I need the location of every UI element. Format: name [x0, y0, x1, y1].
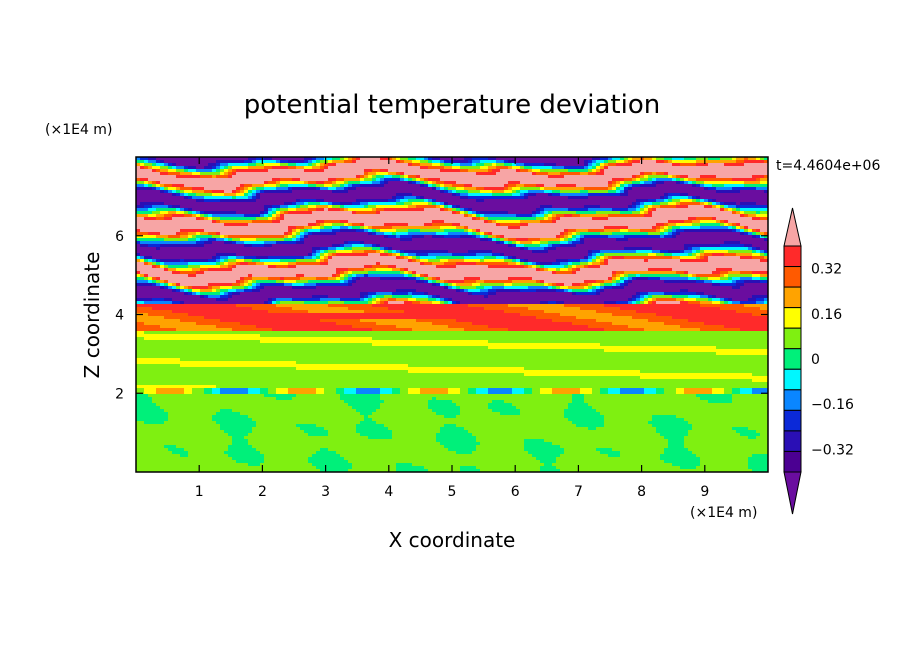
y-unit-label: (×1E4 m): [45, 122, 112, 138]
plot-area: [136, 157, 769, 473]
chart-title: potential temperature deviation: [244, 90, 660, 120]
time-label: t=4.4604e+06: [776, 158, 880, 174]
